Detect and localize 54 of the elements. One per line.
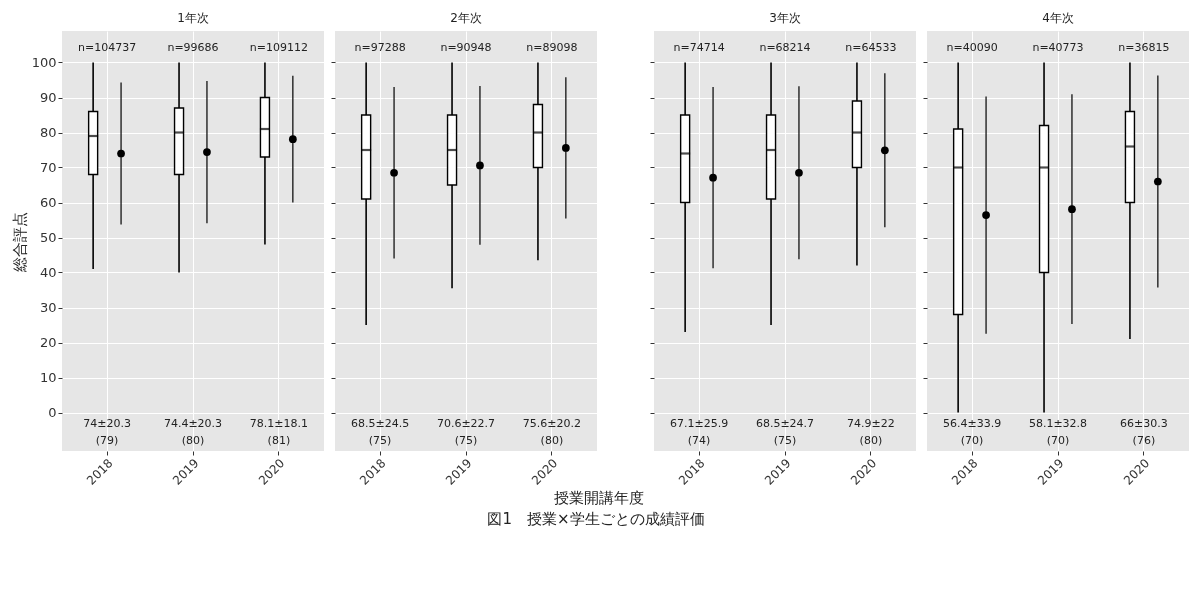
annotation: 75.6±20.2 [522, 416, 581, 430]
annotation: (75) [773, 433, 797, 447]
annotation: 74.9±22 [847, 416, 895, 430]
y-tick-label: 10 [39, 370, 57, 385]
annotation: (81) [267, 433, 291, 447]
y-tick-label: 40 [39, 265, 57, 280]
annotation: (75) [368, 433, 392, 447]
y-axis-title: 総合評点 [10, 211, 29, 273]
annotation: (80) [181, 433, 205, 447]
chart-title: 2年次 [450, 11, 482, 25]
annotation: n=40773 [1032, 40, 1084, 54]
annotation: 74.4±20.3 [163, 416, 223, 430]
chart-title: 3年次 [769, 11, 801, 25]
annotation: (74) [687, 433, 711, 447]
annotation: n=99686 [167, 40, 219, 54]
y-tick-label: 20 [39, 335, 57, 350]
annotation: 66±30.3 [1120, 416, 1168, 430]
annotation: (70) [1046, 433, 1070, 447]
y-tick-label: 0 [48, 405, 57, 420]
y-tick-label: 100 [31, 55, 57, 70]
annotation: n=90948 [440, 40, 492, 54]
y-tick-label: 80 [39, 125, 57, 140]
annotation: (70) [960, 433, 984, 447]
annotation: (75) [454, 433, 478, 447]
y-tick-label: 50 [39, 230, 57, 245]
annotation: n=97288 [354, 40, 406, 54]
annotation: 68.5±24.7 [755, 416, 815, 430]
annotation: 78.1±18.1 [249, 416, 308, 430]
annotation: 56.4±33.9 [943, 416, 1002, 430]
annotation: n=104737 [78, 40, 137, 54]
annotation: (80) [540, 433, 564, 447]
annotation: 67.1±25.9 [670, 416, 729, 430]
y-tick-label: 70 [39, 160, 57, 175]
y-tick-label: 60 [39, 195, 57, 210]
chart-title: 4年次 [1042, 11, 1074, 25]
y-tick-label: 30 [39, 300, 57, 315]
annotation: (79) [95, 433, 119, 447]
x-axis-title: 授業開講年度 [553, 488, 644, 507]
annotation: 70.6±22.7 [436, 416, 496, 430]
annotation: 68.5±24.5 [351, 416, 410, 430]
chart-title: 1年次 [177, 11, 209, 25]
annotation: n=64533 [845, 40, 897, 54]
annotation: n=68214 [759, 40, 811, 54]
annotation: (76) [1132, 433, 1156, 447]
caption: 図1 授業×学生ごとの成績評価 [486, 510, 706, 529]
annotation: n=109112 [249, 40, 308, 54]
y-tick-label: 90 [39, 90, 57, 105]
annotation: n=36815 [1118, 40, 1170, 54]
annotation: n=74714 [673, 40, 725, 54]
annotation: (80) [859, 433, 883, 447]
annotation: n=40090 [946, 40, 998, 54]
annotation: n=89098 [526, 40, 578, 54]
annotation: 58.1±32.8 [1028, 416, 1088, 430]
annotation: 74±20.3 [83, 416, 131, 430]
